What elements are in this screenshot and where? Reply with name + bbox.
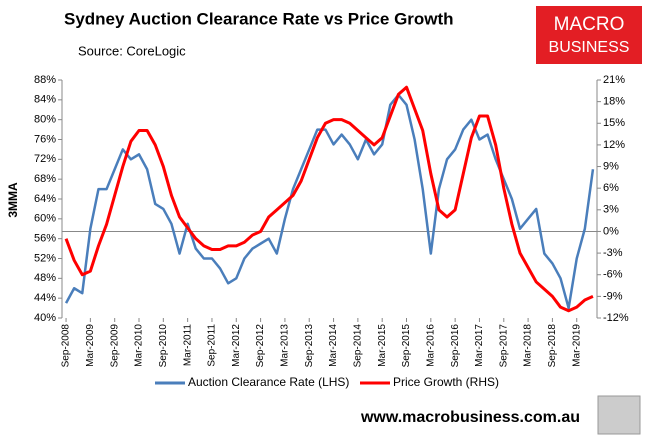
x-tick-label: Mar-2016 — [425, 324, 436, 367]
y-tick-label: 68% — [34, 173, 56, 185]
y2-tick-label: -6% — [603, 269, 623, 281]
y2-tick-label: -3% — [603, 247, 623, 259]
x-tick-label: Sep-2008 — [61, 324, 72, 368]
y2-tick-label: 21% — [603, 74, 625, 86]
series-line — [64, 85, 594, 313]
logo-text: MACRO — [554, 14, 625, 35]
x-tick-label: Mar-2018 — [523, 324, 534, 367]
x-tick-label: Sep-2010 — [158, 324, 169, 368]
y-tick-label: 88% — [34, 74, 56, 86]
y2-tick-label: 0% — [603, 225, 619, 237]
y2-tick-label: 3% — [603, 204, 619, 216]
series-line — [64, 93, 595, 310]
x-tick-label: Mar-2010 — [134, 324, 145, 367]
y-tick-label: 44% — [34, 292, 56, 304]
legend-label: Price Growth (RHS) — [393, 375, 499, 389]
x-tick-label: Sep-2017 — [498, 324, 509, 368]
x-tick-label: Mar-2015 — [377, 324, 388, 367]
y-tick-label: 60% — [34, 213, 56, 225]
y-tick-label: 84% — [34, 94, 56, 106]
y-tick-label: 80% — [34, 114, 56, 126]
x-tick-label: Mar-2012 — [231, 324, 242, 367]
x-tick-label: Sep-2011 — [207, 324, 218, 367]
x-tick-label: Sep-2014 — [353, 324, 364, 368]
x-tick-label: Mar-2009 — [85, 324, 96, 367]
x-tick-label: Mar-2011 — [182, 324, 193, 366]
x-tick-label: Sep-2013 — [304, 324, 315, 368]
x-tick-label: Sep-2009 — [109, 324, 120, 368]
y-tick-label: 48% — [34, 272, 56, 284]
y2-tick-label: -9% — [603, 290, 623, 302]
y-tick-label: 72% — [34, 153, 56, 165]
logo-icon — [597, 395, 641, 435]
y2-tick-label: 12% — [603, 139, 625, 151]
logo-box — [536, 6, 642, 64]
x-tick-label: Sep-2016 — [450, 324, 461, 368]
y-tick-label: 64% — [34, 193, 56, 205]
logo-text: BUSINESS — [549, 39, 630, 56]
y-tick-label: 40% — [34, 312, 56, 324]
x-tick-label: Mar-2019 — [571, 324, 582, 367]
y-tick-label: 76% — [34, 133, 56, 145]
x-tick-label: Sep-2012 — [255, 324, 266, 368]
chart-title: Sydney Auction Clearance Rate vs Price G… — [64, 9, 454, 28]
footer: www.macrobusiness.com.au — [360, 409, 580, 426]
y-tick-label: 52% — [34, 252, 56, 264]
x-tick-label: Mar-2014 — [328, 324, 339, 367]
x-tick-label: Mar-2013 — [280, 324, 291, 367]
y-axis-label: 3MMA — [6, 182, 20, 218]
y2-tick-label: 6% — [603, 182, 619, 194]
x-tick-label: Sep-2018 — [547, 324, 558, 368]
chart-subtitle: Source: CoreLogic — [78, 43, 186, 58]
y-tick-label: 56% — [34, 233, 56, 245]
y2-tick-label: 9% — [603, 160, 619, 172]
y2-tick-label: -12% — [603, 312, 629, 324]
y2-tick-label: 15% — [603, 117, 625, 129]
y2-tick-label: 18% — [603, 96, 625, 108]
x-tick-label: Sep-2015 — [401, 324, 412, 368]
legend-label: Auction Clearance Rate (LHS) — [188, 375, 349, 389]
x-tick-label: Mar-2017 — [474, 324, 485, 367]
